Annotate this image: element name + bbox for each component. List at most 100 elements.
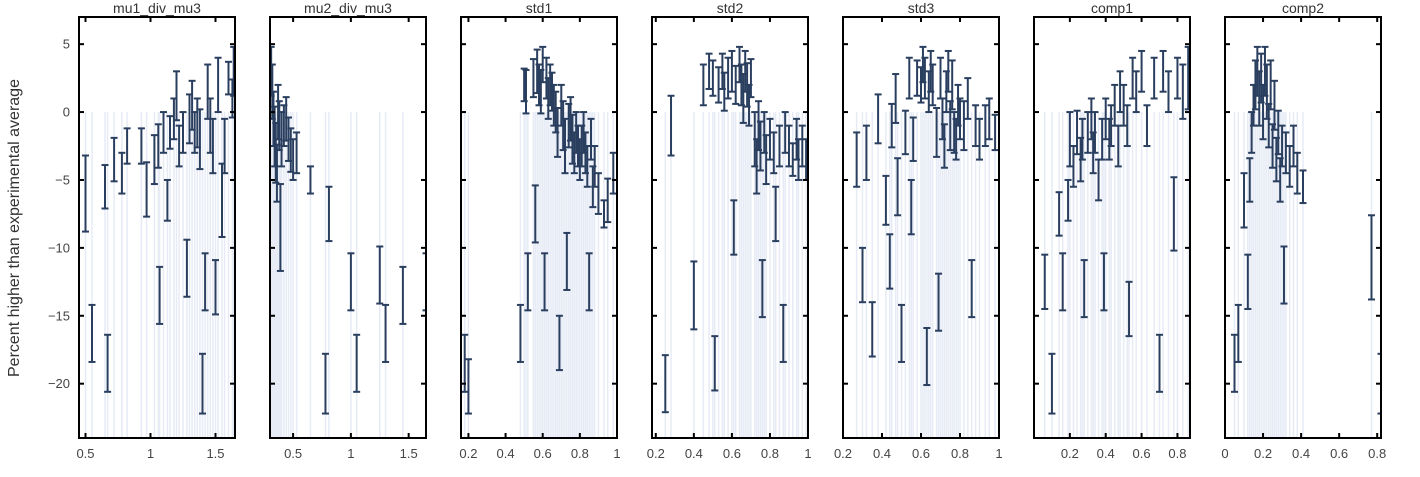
x-tick-label: 0.6 — [723, 446, 741, 461]
error-bar — [1059, 252, 1067, 312]
panel-title: std3 — [908, 0, 935, 16]
error-bar — [561, 117, 569, 175]
error-bar — [868, 301, 876, 358]
x-tick-label: 0.4 — [873, 446, 891, 461]
panel-title: std2 — [717, 0, 744, 16]
panel-4-marks — [853, 45, 999, 387]
error-bar — [1246, 157, 1254, 203]
error-bar — [724, 56, 732, 100]
error-bar — [667, 94, 675, 157]
y-tick-label: −20 — [48, 376, 70, 391]
error-bar — [306, 165, 314, 195]
panel-5-marks — [1041, 45, 1190, 415]
error-bar — [711, 335, 719, 392]
error-bar — [789, 142, 797, 177]
error-bar — [905, 56, 913, 100]
error-bar — [1100, 252, 1108, 312]
x-tick-label: 0.8 — [1168, 446, 1186, 461]
panel-0-marks — [82, 45, 235, 415]
error-bar — [1080, 259, 1088, 319]
error-bar — [758, 259, 766, 319]
error-bar — [894, 157, 902, 217]
error-bar — [1123, 104, 1131, 148]
x-tick-label: 0.2 — [1061, 446, 1079, 461]
error-bar — [901, 109, 909, 156]
x-tick-label: 0.5 — [76, 446, 94, 461]
x-tick-label: 0.6 — [1133, 446, 1151, 461]
error-bar — [1184, 45, 1190, 111]
error-bar — [862, 124, 870, 181]
error-bar — [762, 134, 770, 186]
x-tick-label: 1 — [804, 446, 811, 461]
error-bar — [1132, 70, 1140, 114]
x-tick-label: 0.8 — [1368, 446, 1386, 461]
error-bar — [690, 260, 698, 331]
error-bar — [1150, 56, 1158, 100]
error-bar — [991, 113, 999, 152]
error-bar — [110, 136, 118, 183]
x-tick-label: 1 — [347, 446, 354, 461]
error-bar — [921, 56, 929, 100]
x-tick-label: 0.4 — [497, 446, 515, 461]
panel-2-guides — [463, 112, 615, 438]
panel-5-guides — [1044, 112, 1189, 438]
error-bar — [214, 56, 222, 114]
y-tick-label: −15 — [48, 308, 70, 323]
error-bar — [376, 245, 384, 305]
error-bar — [461, 333, 469, 393]
error-bar — [1159, 49, 1167, 93]
error-bar — [118, 151, 126, 195]
error-bar — [859, 246, 866, 304]
error-bar — [591, 145, 599, 188]
error-bar — [1064, 178, 1072, 222]
error-bar — [150, 134, 158, 186]
error-bar — [531, 184, 539, 244]
error-bar — [541, 252, 549, 312]
error-bar — [1091, 111, 1099, 154]
error-bar — [554, 106, 562, 158]
error-bar — [1138, 49, 1146, 93]
panel-frame — [269, 16, 427, 439]
error-bar — [1299, 169, 1307, 205]
error-bar — [201, 252, 209, 312]
error-bar — [585, 252, 593, 312]
error-bar — [1048, 352, 1056, 415]
error-bar — [937, 56, 944, 100]
y-axis-title: Percent higher than experimental average — [6, 79, 23, 377]
x-tick-label: 0.8 — [571, 446, 589, 461]
x-tick-label: 0.2 — [647, 446, 665, 461]
error-bar — [137, 127, 145, 165]
error-bar — [964, 77, 972, 120]
y-tick-label: −10 — [48, 240, 70, 255]
error-bar — [794, 138, 802, 181]
error-bar — [923, 326, 931, 387]
error-bar — [1125, 280, 1133, 338]
error-bar — [1041, 253, 1049, 310]
error-bar — [1173, 56, 1181, 100]
error-bar — [143, 161, 151, 218]
panel-frame — [460, 16, 618, 439]
error-bar — [1156, 333, 1164, 393]
x-tick-label: 0.5 — [284, 446, 302, 461]
error-bar — [699, 63, 707, 107]
y-tick-label: 5 — [63, 37, 70, 52]
x-tick-label: 0.4 — [1292, 446, 1310, 461]
error-bar — [1367, 214, 1375, 301]
error-bar — [173, 70, 180, 122]
error-bar — [230, 45, 235, 97]
panel-3-marks — [661, 45, 808, 414]
error-bar — [464, 358, 472, 415]
error-bar — [276, 183, 284, 272]
error-bar — [732, 64, 740, 105]
error-bar — [1293, 151, 1301, 195]
error-bar — [935, 272, 943, 332]
error-bar — [1289, 124, 1297, 168]
panel-4-guides — [855, 112, 996, 438]
error-bar — [175, 124, 183, 168]
error-bar — [1282, 131, 1290, 175]
error-bar — [1069, 145, 1077, 188]
error-bar — [882, 174, 890, 226]
error-bar — [1179, 63, 1187, 120]
error-bar — [720, 71, 728, 112]
error-bar — [892, 73, 900, 124]
